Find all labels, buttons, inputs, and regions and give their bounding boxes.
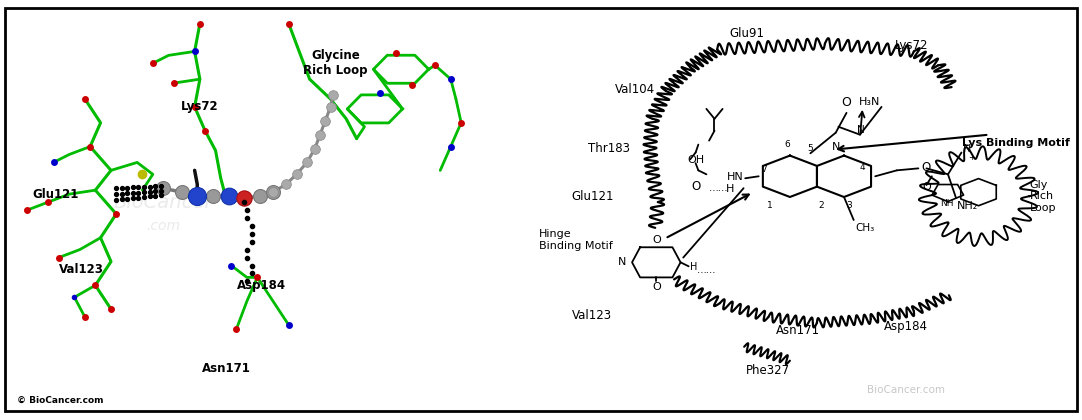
- Text: O: O: [652, 282, 661, 292]
- Text: HN: HN: [727, 173, 743, 182]
- Text: .com: .com: [146, 219, 181, 233]
- Text: Asp184: Asp184: [237, 279, 286, 292]
- Text: N: N: [857, 124, 865, 134]
- Text: NH: NH: [940, 199, 953, 208]
- Text: © BioCancer.com: © BioCancer.com: [17, 396, 104, 405]
- Text: Val104: Val104: [615, 83, 655, 96]
- Text: Glycine
Rich Loop: Glycine Rich Loop: [303, 49, 368, 77]
- Text: O: O: [922, 182, 931, 192]
- Text: CH₃: CH₃: [856, 223, 875, 233]
- Text: Asn171: Asn171: [201, 362, 250, 375]
- Text: Phe327: Phe327: [747, 364, 791, 377]
- Text: 7: 7: [761, 165, 767, 173]
- Text: O: O: [652, 235, 661, 245]
- Text: 4: 4: [860, 163, 866, 172]
- Text: OH: OH: [687, 155, 704, 165]
- Text: +: +: [968, 153, 975, 162]
- Text: Lys72: Lys72: [181, 100, 219, 113]
- Text: 6: 6: [784, 140, 790, 150]
- Text: BioCancer: BioCancer: [114, 193, 213, 212]
- Text: Hinge
Binding Motif: Hinge Binding Motif: [539, 229, 613, 251]
- Text: Glu121: Glu121: [32, 188, 79, 201]
- Text: O: O: [842, 96, 852, 109]
- Text: ……: ……: [697, 265, 716, 275]
- Text: 2: 2: [819, 201, 824, 210]
- Text: N: N: [832, 142, 840, 152]
- Text: NH₂: NH₂: [958, 201, 978, 211]
- Text: Asp184: Asp184: [884, 320, 927, 333]
- Text: O: O: [921, 161, 931, 174]
- Text: Thr183: Thr183: [588, 142, 630, 155]
- Text: Gly
Rich
Loop: Gly Rich Loop: [1030, 179, 1056, 213]
- Text: Glu121: Glu121: [571, 189, 615, 202]
- Text: Asn171: Asn171: [776, 324, 820, 337]
- Text: O: O: [691, 180, 700, 193]
- Text: N: N: [963, 144, 971, 154]
- Text: H: H: [725, 184, 734, 194]
- Text: BioCancer.com: BioCancer.com: [867, 386, 945, 395]
- Text: Lys Binding Motif: Lys Binding Motif: [962, 138, 1070, 147]
- Text: H₃N: H₃N: [859, 97, 881, 107]
- Text: Lys72: Lys72: [895, 39, 928, 52]
- Text: 1: 1: [766, 201, 773, 210]
- Text: ……: ……: [709, 183, 728, 193]
- Text: N: N: [618, 257, 626, 268]
- Text: 3: 3: [846, 201, 853, 210]
- Text: Glu91: Glu91: [729, 27, 764, 40]
- Text: Val123: Val123: [58, 263, 104, 276]
- Text: Val123: Val123: [571, 309, 611, 322]
- Text: 5: 5: [807, 144, 814, 153]
- Text: H: H: [690, 262, 698, 272]
